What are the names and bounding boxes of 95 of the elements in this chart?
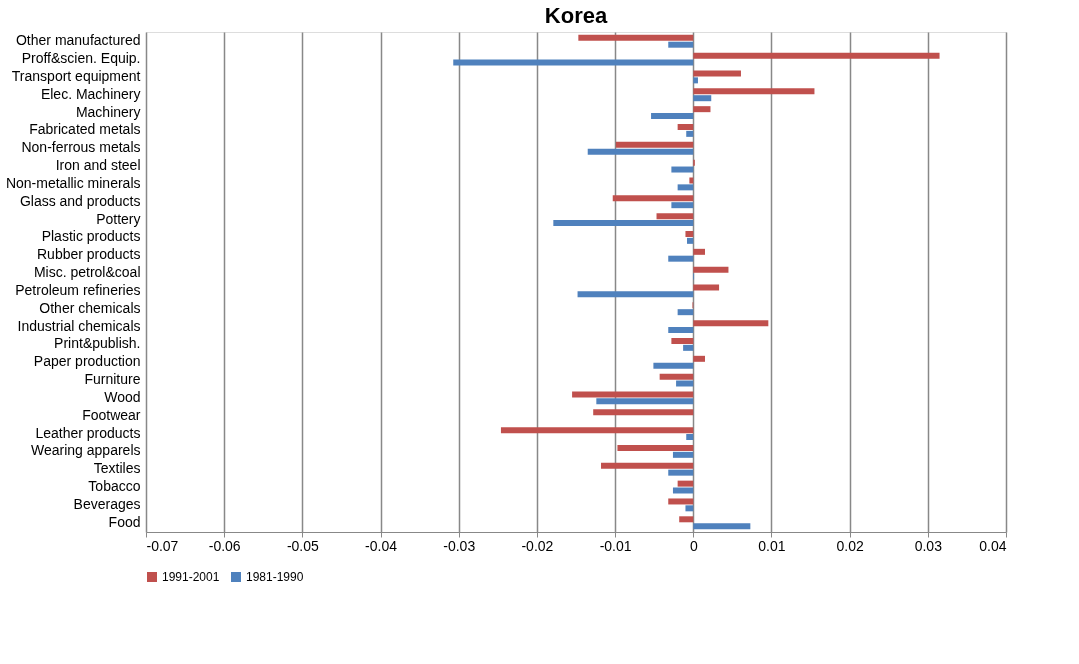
- y-tick-label: Rubber products: [36, 246, 141, 263]
- bar: [500, 427, 694, 434]
- y-tick-label: Glass and products: [19, 192, 141, 209]
- y-tick-label: Misc. petrol&coal: [33, 264, 141, 281]
- bar: [612, 195, 694, 202]
- x-tick-label: -0.06: [208, 537, 241, 554]
- y-tick-label: Beverages: [73, 495, 141, 512]
- bar: [687, 237, 694, 244]
- legend-label: 1981-1990: [246, 570, 304, 584]
- bar: [659, 373, 694, 380]
- bar: [677, 184, 694, 191]
- y-tick-label: Paper production: [33, 353, 141, 370]
- bar: [656, 213, 694, 220]
- bar: [553, 220, 694, 227]
- y-tick-label: Iron and steel: [55, 157, 141, 174]
- y-tick-label: Leather products: [35, 424, 141, 441]
- bar: [596, 398, 694, 405]
- x-tick-label: -0.02: [521, 537, 554, 554]
- bar: [617, 444, 694, 451]
- y-tick-label: Furniture: [84, 371, 141, 388]
- bar: [689, 177, 694, 184]
- bar: [677, 309, 694, 316]
- bar: [676, 380, 694, 387]
- bar: [668, 255, 694, 262]
- bar: [672, 451, 694, 458]
- y-tick-label: Other chemicals: [39, 299, 141, 316]
- y-tick-label: Tobacco: [88, 478, 141, 495]
- x-tick-label: 0.01: [758, 537, 786, 554]
- bar: [679, 516, 694, 523]
- bar: [578, 34, 694, 41]
- bar: [572, 391, 694, 398]
- bar: [668, 498, 694, 505]
- bar: [593, 409, 694, 416]
- y-tick-label: Machinery: [75, 103, 141, 120]
- y-tick-label: Plastic products: [41, 228, 141, 245]
- bar: [693, 95, 712, 102]
- bar: [683, 344, 694, 351]
- bar: [693, 355, 705, 362]
- bar: [668, 327, 694, 334]
- chart-title: Korea: [544, 3, 608, 28]
- bar: [693, 88, 815, 95]
- y-tick-label: Petroleum refineries: [15, 281, 141, 298]
- bar: [686, 434, 694, 440]
- bar: [685, 505, 694, 512]
- bar: [577, 291, 694, 298]
- bar: [693, 284, 720, 291]
- bar: [668, 41, 694, 48]
- x-tick-label: 0.04: [979, 537, 1007, 554]
- y-tick-label: Non-ferrous metals: [21, 139, 141, 156]
- bar: [671, 166, 694, 173]
- y-tick-label: Other manufactured: [15, 32, 141, 49]
- bar: [693, 106, 711, 113]
- bar: [668, 469, 694, 476]
- y-tick-label: Industrial chemicals: [17, 317, 141, 334]
- y-tick-label: Print&publish.: [54, 335, 141, 352]
- x-tick-label: 0: [689, 537, 698, 554]
- x-tick-label: -0.01: [599, 537, 632, 554]
- y-tick-label: Fabricated metals: [29, 121, 141, 138]
- x-tick-label: 0.02: [836, 537, 864, 554]
- x-tick-label: -0.03: [443, 537, 476, 554]
- y-tick-label: Wearing apparels: [31, 442, 141, 459]
- y-tick-label: Transport equipment: [11, 67, 141, 84]
- bar: [615, 141, 694, 148]
- bar: [693, 70, 741, 77]
- y-tick-label: Footwear: [82, 406, 141, 423]
- y-tick-label: Wood: [104, 388, 141, 405]
- x-tick-label: -0.05: [286, 537, 320, 554]
- legend-label: 1991-2001: [162, 570, 220, 584]
- bar: [453, 59, 694, 66]
- bar: [587, 148, 694, 155]
- y-tick-label: Textiles: [93, 460, 141, 477]
- bar: [686, 130, 694, 137]
- bar: [685, 230, 694, 237]
- bar: [677, 480, 694, 487]
- x-tick-label: -0.07: [146, 537, 179, 554]
- bar: [672, 487, 694, 494]
- x-tick-label: -0.04: [365, 537, 398, 554]
- bar: [601, 462, 694, 469]
- y-tick-label: Non-metallic minerals: [5, 174, 141, 191]
- bar: [693, 77, 698, 84]
- bar: [693, 248, 705, 255]
- bar: [671, 337, 694, 344]
- y-tick-label: Proff&scien. Equip.: [21, 50, 141, 67]
- bar: [693, 266, 729, 273]
- bar: [693, 52, 940, 59]
- y-tick-label: Elec. Machinery: [40, 85, 141, 102]
- bar: [653, 362, 694, 369]
- bar: [693, 523, 751, 530]
- bar: [671, 202, 694, 209]
- bar: [677, 124, 694, 130]
- x-tick-label: 0.03: [914, 537, 943, 554]
- y-tick-label: Food: [108, 513, 141, 530]
- y-tick-label: Pottery: [96, 210, 141, 227]
- bar: [651, 113, 694, 120]
- bar: [693, 320, 769, 327]
